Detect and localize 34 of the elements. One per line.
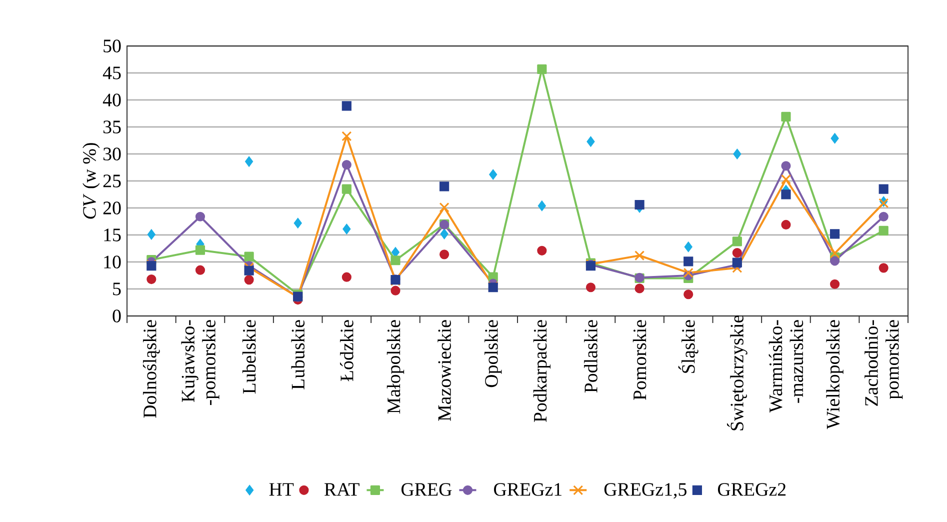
x-tick-label: Warmińsko- -mazurskie xyxy=(768,320,804,413)
x-tick-label: Świętokrzyskie xyxy=(727,315,748,430)
x-tick-label: Śląskie xyxy=(678,320,698,373)
x-tick-label: Zachodnio-pomorskie xyxy=(864,320,903,406)
x-tick-label: Podkarpackie xyxy=(533,320,550,422)
x-tick-label: Mazowieckie xyxy=(438,320,451,421)
y-tick-label: 15 xyxy=(104,228,121,242)
x-tick-label: Pomorskie xyxy=(632,320,646,400)
y-tick-label: 0 xyxy=(112,310,121,322)
legend-label: GREGz1,5 xyxy=(604,483,686,499)
y-axis-title: CV (w %) xyxy=(82,143,100,219)
x-tick-label: Dolnośląskie xyxy=(142,320,160,418)
y-tick-label: 5 xyxy=(113,282,121,296)
x-tick-label: Opolskie xyxy=(484,320,502,388)
legend-label: GREGz2 xyxy=(718,483,786,496)
y-tick-label: 50 xyxy=(104,40,121,52)
y-tick-label: 20 xyxy=(103,202,121,214)
legend-label: GREGz1 xyxy=(494,483,562,496)
y-tick-label: 40 xyxy=(102,94,121,106)
x-tick-label: Lubelskie xyxy=(242,320,256,394)
x-tick-label: Łódzkie xyxy=(340,320,354,382)
x-tick-label: Małopolskie xyxy=(386,320,404,414)
legend-label: RAT xyxy=(324,483,360,496)
y-tick-label: 35 xyxy=(103,120,121,134)
y-tick-label: 25 xyxy=(103,174,121,188)
legend-label: GREG xyxy=(401,483,452,496)
x-tick-label: Wielkopolskie xyxy=(826,320,844,430)
x-tick-label: Podlaskie xyxy=(584,320,598,393)
y-tick-label: 45 xyxy=(102,66,121,80)
x-tick-label: Lubuskie xyxy=(291,320,305,390)
legend-label: HT xyxy=(269,483,294,496)
y-tick-label: 10 xyxy=(104,256,121,268)
y-tick-label: 30 xyxy=(103,148,121,160)
x-tick-label: Kujawsko- -pomorskie xyxy=(181,320,220,406)
